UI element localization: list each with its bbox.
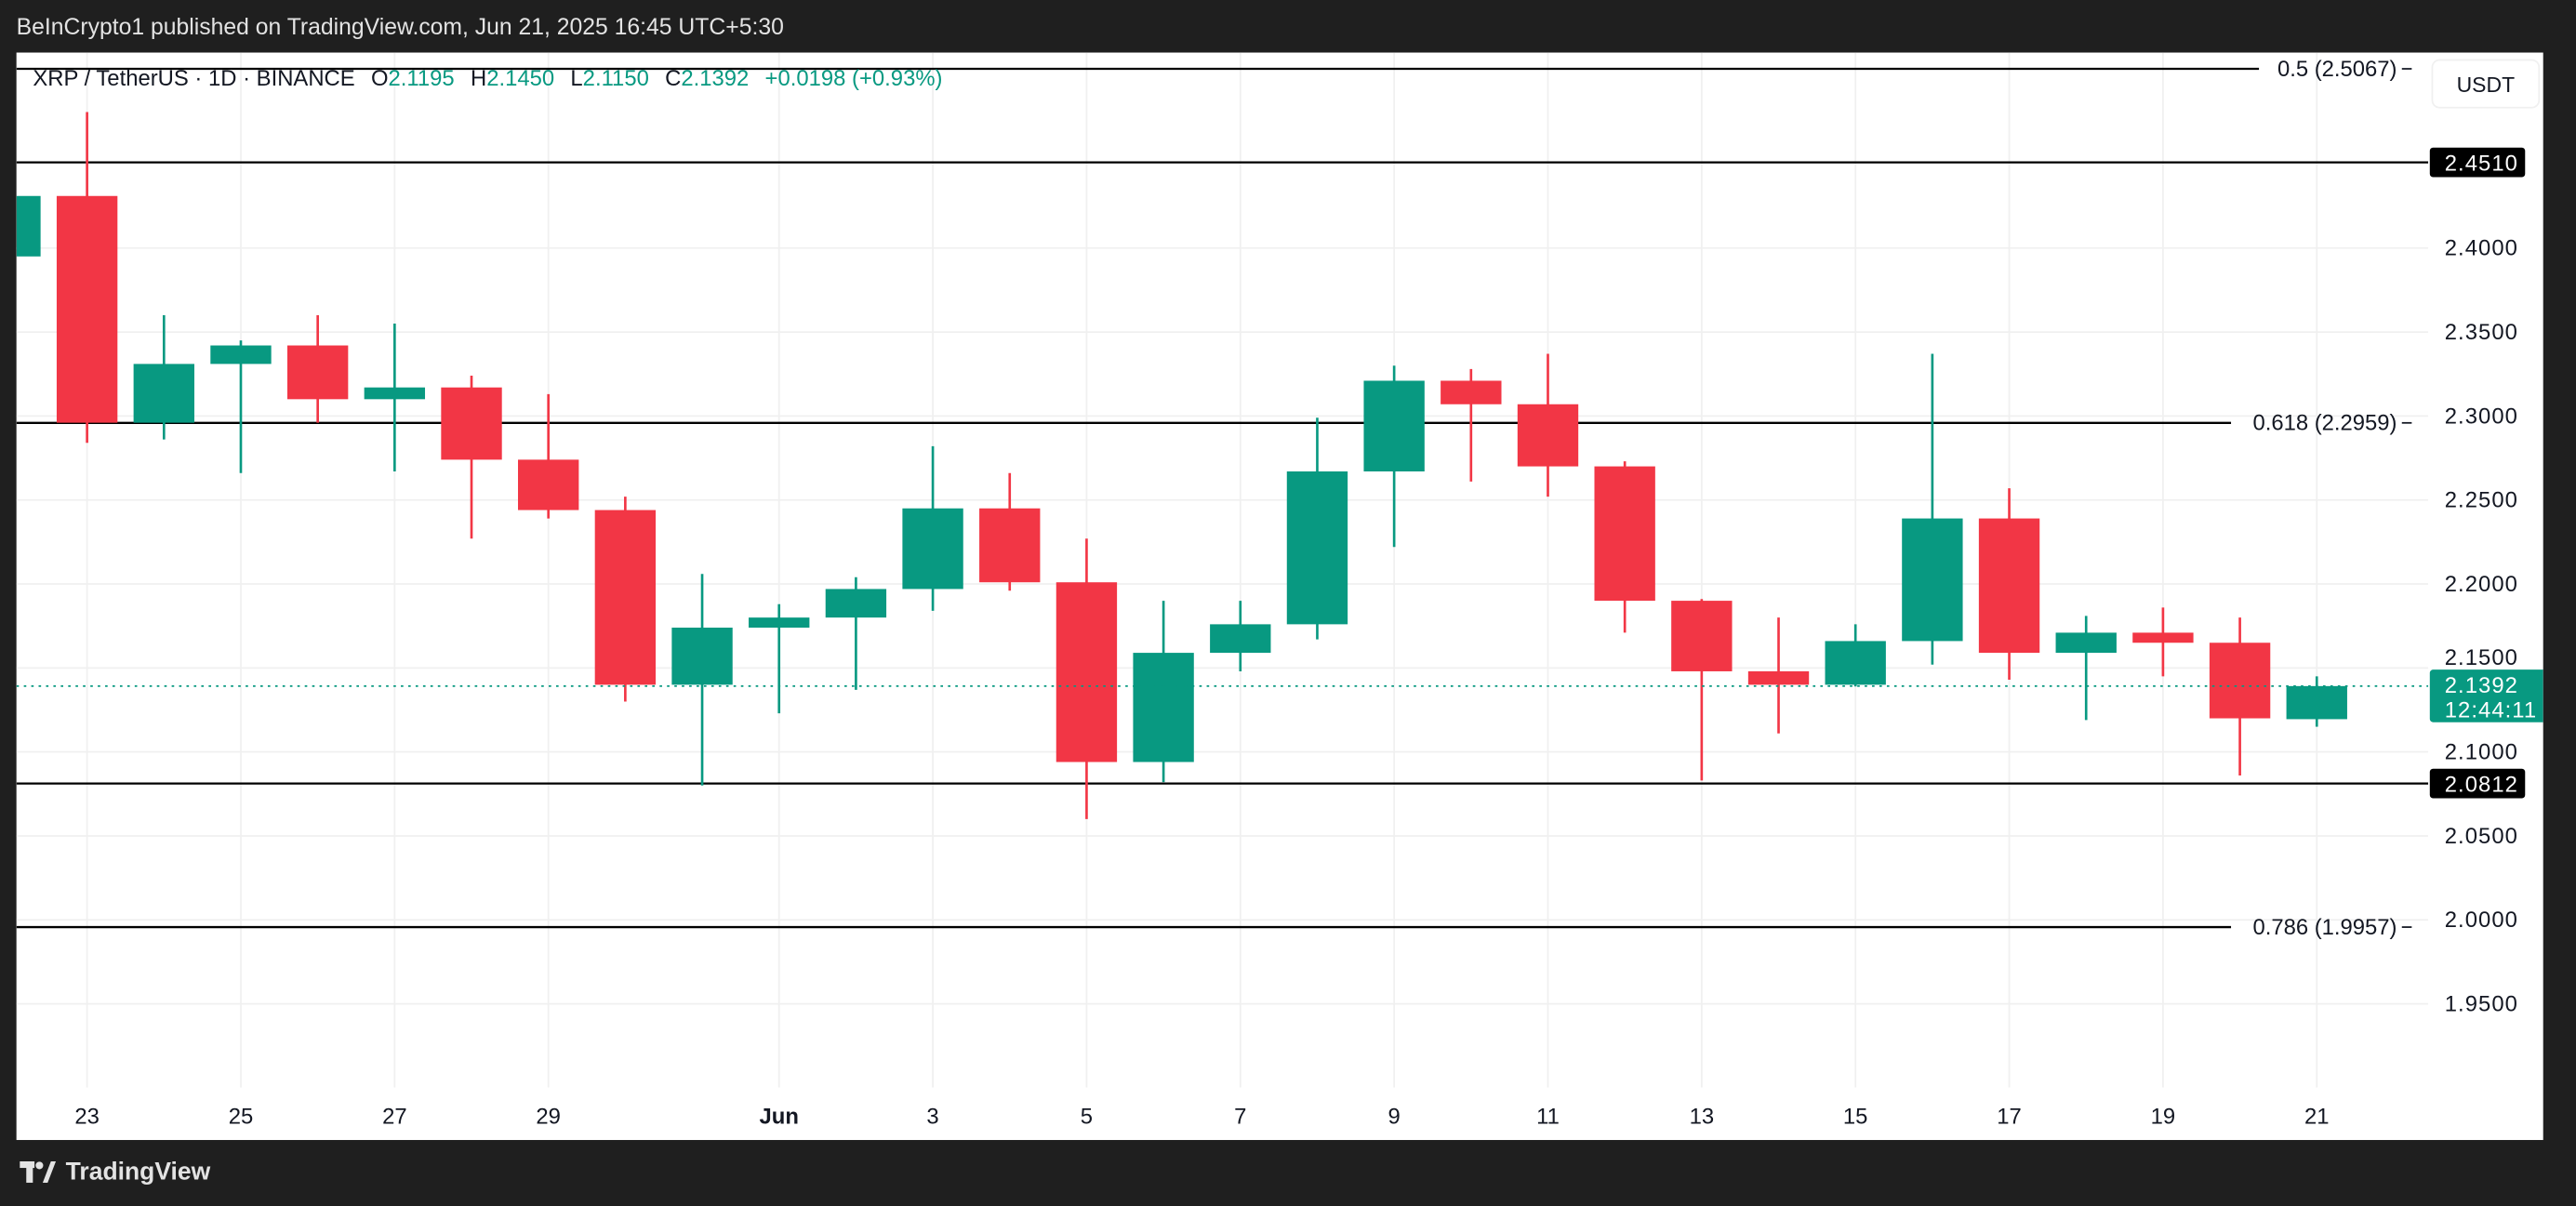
candle-body-up[interactable] — [133, 364, 194, 423]
candle-body-up[interactable] — [1286, 471, 1348, 625]
current-price-label: 2.1392 — [2445, 673, 2518, 698]
candle-body-up[interactable] — [2286, 685, 2347, 720]
level-price-tag — [2429, 147, 2526, 178]
candlestick-chart[interactable]: 0.5 (2.5067) 0.618 (2.2959) 0.786 (1.9957)… — [16, 52, 2543, 1140]
time-axis-tick: Jun — [760, 1104, 799, 1129]
candle-body-up[interactable] — [1133, 653, 1194, 762]
candle-body-up[interactable] — [210, 345, 272, 364]
candle-body-down[interactable] — [1671, 601, 1733, 671]
candle-body-up[interactable] — [825, 589, 887, 618]
time-axis-tick: 25 — [229, 1104, 254, 1129]
low-value: 2.1150 — [582, 65, 649, 91]
price-axis-tick: 2.1500 — [2445, 645, 2518, 670]
level-price-label: 2.4510 — [2445, 151, 2518, 176]
price-axis-tick: 2.2000 — [2445, 572, 2518, 597]
open-value: 2.1195 — [388, 65, 455, 91]
candle-body-up[interactable] — [2055, 632, 2117, 654]
time-axis-tick: 23 — [74, 1104, 100, 1129]
fib-level-label: 0.5 (2.5067) — [2277, 57, 2397, 82]
candle-body-down[interactable] — [1747, 670, 1810, 685]
candle-body-up[interactable] — [364, 387, 426, 400]
time-axis-tick: 7 — [1234, 1104, 1246, 1129]
symbol-name[interactable]: XRP / TetherUS · 1D · BINANCE — [33, 65, 355, 91]
time-axis-tick: 11 — [1536, 1104, 1560, 1129]
close-label: C — [665, 65, 682, 91]
candle-body-down[interactable] — [1978, 518, 2040, 654]
level-price-tag — [2429, 768, 2526, 799]
time-axis-tick: 21 — [2304, 1104, 2330, 1129]
high-value: 2.1450 — [486, 65, 555, 91]
candle-body-down[interactable] — [1056, 582, 1118, 762]
currency-button[interactable]: USDT — [2431, 59, 2541, 109]
candle-body-down[interactable] — [2132, 632, 2194, 643]
price-axis-tick: 2.0500 — [2445, 824, 2518, 849]
fib-level-label: 0.618 (2.2959) — [2252, 411, 2397, 436]
price-axis-tick: 1.9500 — [2445, 992, 2518, 1017]
price-axis-tick: 2.1000 — [2445, 740, 2518, 765]
fib-level-label: 0.786 (1.9957) — [2252, 915, 2397, 940]
published-info: BeInCrypto1 published on TradingView.com… — [16, 13, 784, 40]
price-axis-tick: 2.2500 — [2445, 488, 2518, 513]
time-axis-tick: 5 — [1081, 1104, 1093, 1129]
candle-body-down[interactable] — [979, 508, 1041, 583]
low-label: L — [570, 65, 583, 91]
time-axis-tick: 17 — [1997, 1104, 2022, 1129]
candle-body-up[interactable] — [749, 617, 810, 628]
candle-body-up[interactable] — [902, 508, 963, 590]
close-value: 2.1392 — [681, 65, 750, 91]
tradingview-logo-icon — [20, 1160, 57, 1183]
candle-body-down[interactable] — [441, 387, 502, 460]
candle-body-down[interactable] — [594, 510, 657, 685]
candle-body-down[interactable] — [2209, 643, 2271, 719]
price-axis-tick: 2.3500 — [2445, 320, 2518, 345]
level-price-label: 2.0812 — [2445, 772, 2518, 797]
price-axis-tick: 2.3000 — [2445, 404, 2518, 429]
candle-body-up[interactable] — [1363, 380, 1425, 472]
price-axis-tick: 2.4000 — [2445, 236, 2518, 261]
price-axis-tick: 2.0000 — [2445, 908, 2518, 933]
candle-body-up[interactable] — [1825, 641, 1886, 685]
time-axis-tick: 3 — [926, 1104, 938, 1129]
candle-body-down[interactable] — [1441, 380, 1502, 404]
candle-body-down[interactable] — [56, 195, 118, 423]
chart-panel: 0.5 (2.5067) 0.618 (2.2959) 0.786 (1.9957)… — [16, 52, 2543, 1141]
time-axis-tick: 27 — [382, 1104, 407, 1129]
time-axis-tick: 15 — [1843, 1104, 1868, 1129]
current-price-tag — [2429, 669, 2543, 722]
candle-body-down[interactable] — [518, 459, 579, 510]
bar-countdown: 12:44:11 — [2445, 697, 2537, 722]
tradingview-logo[interactable]: TradingView — [20, 1158, 210, 1186]
change-value: +0.0198 (+0.93%) — [764, 65, 943, 91]
candle-body-down[interactable] — [1517, 404, 1579, 467]
time-axis-tick: 19 — [2151, 1104, 2176, 1129]
open-label: O — [370, 65, 389, 91]
high-label: H — [470, 65, 487, 91]
tradingview-brand: TradingView — [65, 1158, 211, 1186]
candle-body-down[interactable] — [286, 345, 349, 400]
symbol-legend: XRP / TetherUS · 1D · BINANCE O2.1195 H2… — [33, 66, 942, 90]
time-axis-tick: 29 — [536, 1104, 561, 1129]
candles — [16, 112, 2347, 819]
time-axis-tick: 13 — [1690, 1104, 1715, 1129]
candle-body-down[interactable] — [1594, 466, 1655, 602]
candle-body-up[interactable] — [1210, 624, 1271, 654]
candle-body-up[interactable] — [16, 195, 41, 257]
candle-body-up[interactable] — [671, 627, 733, 685]
time-axis-tick: 9 — [1388, 1104, 1401, 1129]
candle-body-up[interactable] — [1902, 518, 1963, 642]
